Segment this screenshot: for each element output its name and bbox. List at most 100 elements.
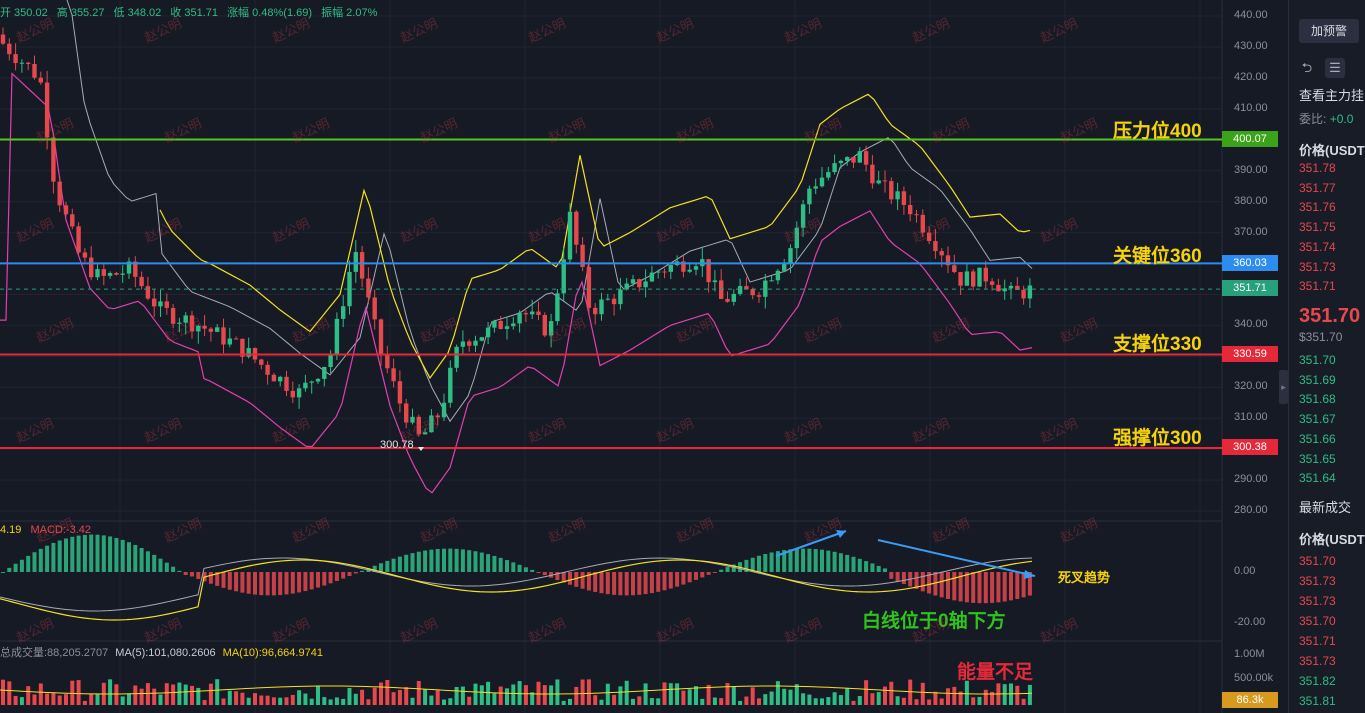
candle-body xyxy=(649,272,655,282)
price-axis-tick: 310.00 xyxy=(1234,411,1268,424)
candle-body xyxy=(284,376,289,391)
macd-bar xyxy=(190,572,194,577)
macd-bar xyxy=(114,537,119,572)
price-axis-tick: 420.00 xyxy=(1234,70,1268,83)
volume-bar xyxy=(328,699,333,705)
volume-bar xyxy=(687,689,692,705)
macd-bar xyxy=(278,572,283,596)
volume-bar xyxy=(360,689,365,705)
candle-body xyxy=(76,226,81,253)
macd-bar xyxy=(996,572,1001,603)
candle-body xyxy=(826,172,831,178)
candle-body xyxy=(0,34,6,44)
volume-bar xyxy=(656,698,661,705)
volume-bar xyxy=(643,683,648,705)
macd-bar xyxy=(958,572,963,602)
candle-body xyxy=(517,313,522,324)
volume-bar xyxy=(681,690,686,705)
volume-bar xyxy=(624,680,629,705)
candle-body xyxy=(926,232,932,242)
candle-body xyxy=(378,319,384,354)
candle-body xyxy=(177,322,182,324)
price-row: 351.75 xyxy=(1299,220,1336,235)
price-axis-tick: 290.00 xyxy=(1234,473,1268,486)
macd-bar xyxy=(303,572,308,592)
macd-bar xyxy=(127,542,131,572)
macd-bar xyxy=(372,565,377,572)
volume-bar xyxy=(278,697,283,705)
volume-bar xyxy=(486,681,491,705)
volume-bar xyxy=(958,691,963,705)
candle-body xyxy=(643,281,648,288)
candle-body xyxy=(133,261,138,277)
volume-bar xyxy=(807,694,812,705)
volume-bar xyxy=(492,693,497,705)
trade-row: 351.71 xyxy=(1299,634,1336,648)
candle-body xyxy=(574,211,579,245)
candle-body xyxy=(1015,285,1020,290)
candle-body xyxy=(750,289,755,296)
macd-bar xyxy=(38,548,43,572)
volume-bar xyxy=(794,684,799,705)
candle-body xyxy=(208,328,214,332)
panel-collapse-handle[interactable]: ▸ xyxy=(1279,370,1288,404)
candle-body xyxy=(945,255,951,266)
macd-bar xyxy=(511,562,516,572)
macd-bar xyxy=(473,551,478,572)
candle-body xyxy=(662,271,667,273)
trade-row: 351.70 xyxy=(1299,554,1336,568)
volume-bar xyxy=(549,685,554,705)
strong-support-label: 强撑位300 xyxy=(1113,428,1202,449)
candlestick-chart[interactable] xyxy=(0,0,1288,713)
macd-bar xyxy=(322,572,327,586)
macd-bar xyxy=(133,544,138,572)
macd-bar xyxy=(271,572,276,596)
volume-bar xyxy=(964,680,969,705)
macd-bar xyxy=(347,572,352,577)
candle-body xyxy=(341,306,346,319)
macd-bar xyxy=(410,553,415,572)
macd-bar xyxy=(706,572,711,575)
candle-body xyxy=(599,299,604,315)
undo-icon[interactable]: ⮌ xyxy=(1301,60,1313,75)
candle-body xyxy=(391,368,396,382)
candle-body xyxy=(1002,288,1007,292)
candle-body xyxy=(145,286,151,299)
candle-body xyxy=(744,286,749,290)
candle-body xyxy=(952,265,957,273)
volume-bar xyxy=(454,686,459,705)
key-price-tag: 360.03 xyxy=(1222,255,1278,271)
candle-body xyxy=(775,270,781,281)
volume-bar xyxy=(158,694,163,705)
candle-body xyxy=(271,374,277,382)
macd-bar xyxy=(1009,572,1013,601)
candle-body xyxy=(611,298,617,305)
order-book-layout-icon[interactable]: ☰ xyxy=(1325,58,1345,78)
volume-bar xyxy=(51,692,56,705)
candle-body xyxy=(863,151,869,165)
macd-bar xyxy=(64,538,68,572)
volume-bar xyxy=(498,686,503,705)
macd-bar xyxy=(750,557,755,572)
candle-body xyxy=(800,204,806,228)
macd-bar xyxy=(845,554,850,572)
volume-bar xyxy=(700,698,705,705)
price-axis-tick: 370.00 xyxy=(1234,225,1268,238)
latest-trades-title[interactable]: 最新成交 xyxy=(1299,500,1352,515)
macd-bar xyxy=(26,555,31,572)
add-alert-button[interactable]: 加预警 xyxy=(1299,19,1359,43)
macd-bar xyxy=(416,551,421,572)
volume-bar xyxy=(366,699,371,705)
volume-bar xyxy=(637,696,642,705)
price-row: 351.73 xyxy=(1299,259,1336,274)
candle-body xyxy=(89,257,94,278)
candle-body xyxy=(901,191,907,206)
macd-bar xyxy=(895,572,900,582)
volume-bar xyxy=(64,694,68,705)
volume-bar xyxy=(372,687,377,705)
volume-bar xyxy=(322,697,327,705)
volume-bar xyxy=(901,697,906,705)
macd-bar xyxy=(920,572,925,592)
volume-bar xyxy=(801,693,806,705)
view-main-orders[interactable]: 查看主力挂 xyxy=(1299,88,1365,103)
